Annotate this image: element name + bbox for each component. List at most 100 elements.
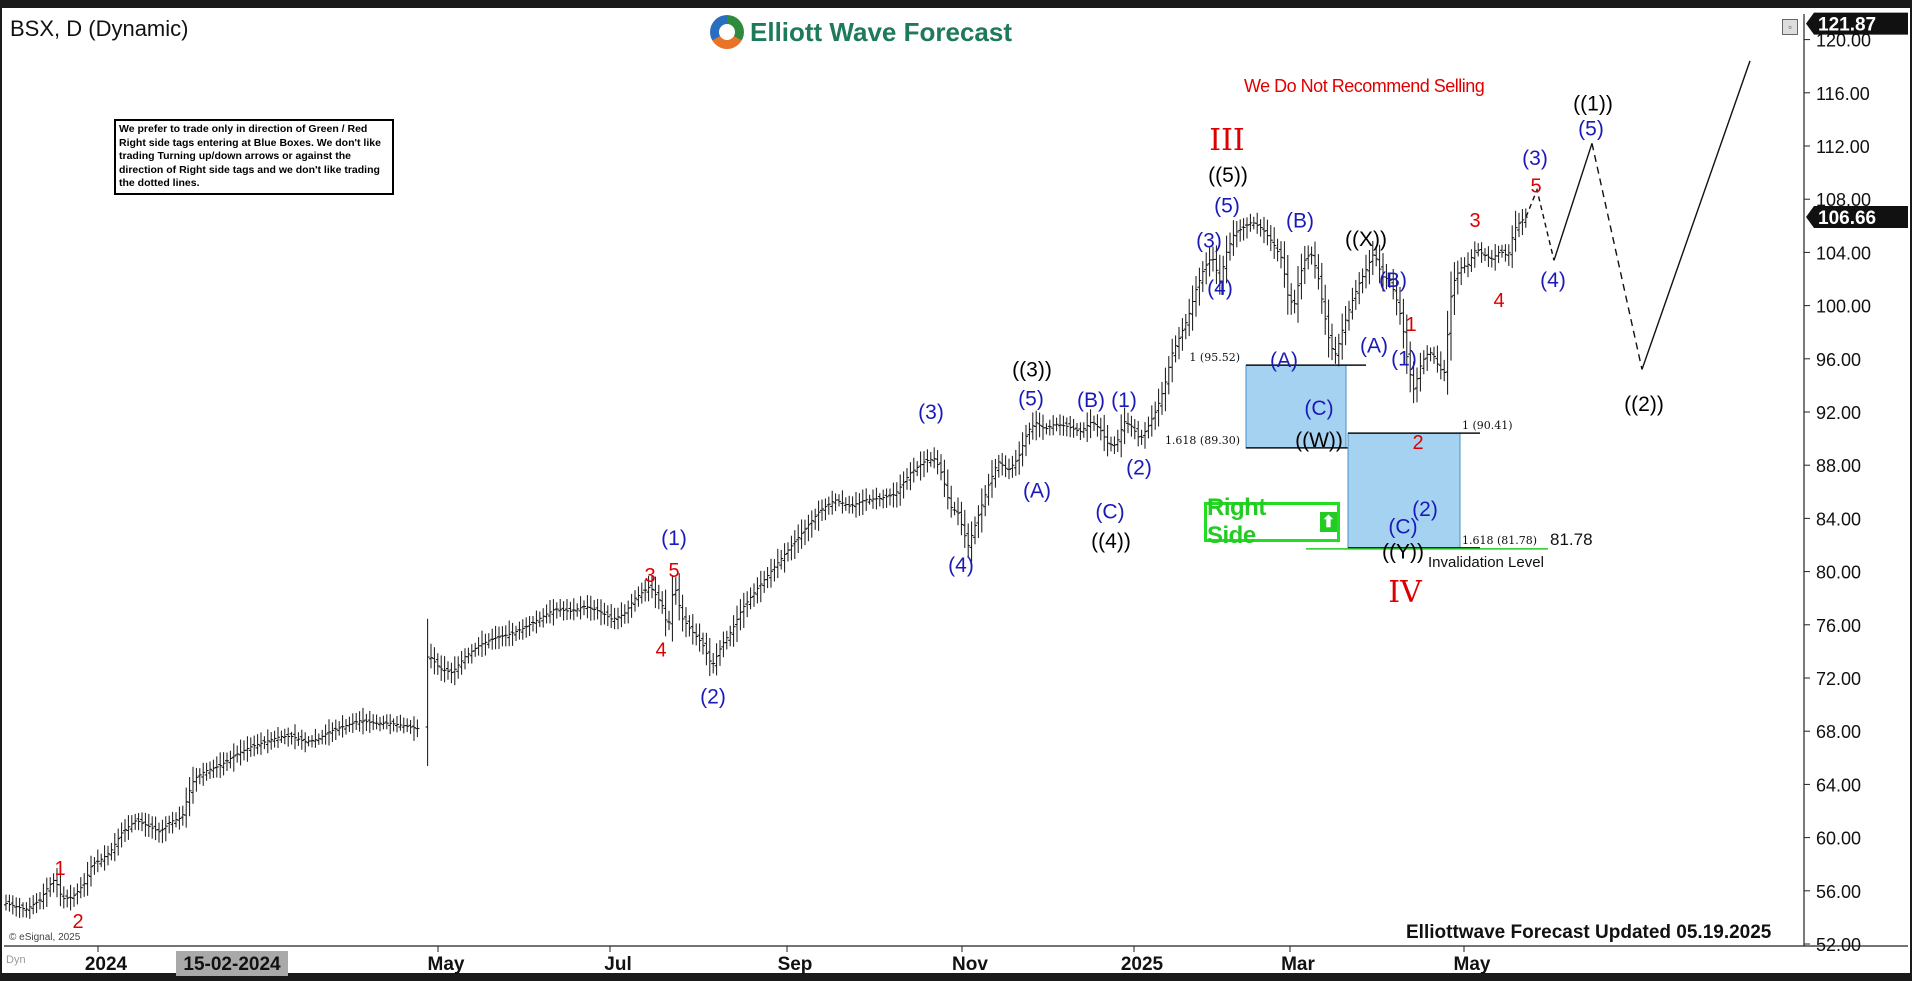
wave-label: (B)	[1286, 209, 1314, 232]
ohlc-bar	[1177, 327, 1181, 360]
ohlc-bar	[976, 505, 981, 538]
ohlc-bar	[211, 759, 216, 779]
ohlc-bar	[877, 493, 882, 507]
ohlc-bar	[1462, 257, 1467, 274]
ohlc-bar	[680, 594, 685, 632]
ohlc-bar	[969, 521, 974, 562]
price-tick-label: 52.00	[1816, 935, 1861, 955]
ohlc-bar	[31, 895, 36, 915]
ohlc-bar	[1034, 410, 1039, 441]
wave-label: (3)	[918, 401, 944, 424]
ohlc-bar	[1500, 244, 1504, 258]
ohlc-bar	[962, 509, 967, 548]
ohlc-bar	[1221, 255, 1226, 295]
ohlc-bar	[1109, 436, 1113, 452]
ohlc-bar	[1231, 220, 1236, 256]
ohlc-bar	[1343, 305, 1348, 346]
ohlc-bar	[153, 816, 158, 841]
trading-rules-note: We prefer to trade only in direction of …	[114, 119, 394, 195]
ohlc-bar	[245, 736, 250, 762]
wave-label: (4)	[1540, 269, 1566, 292]
ohlc-bar	[194, 768, 199, 792]
ohlc-bar	[180, 805, 185, 826]
up-arrow-icon: ⬆	[1319, 512, 1337, 532]
ohlc-bar	[772, 559, 777, 582]
ohlc-bar	[310, 735, 314, 748]
blue-box-2: 1 (90.41) 1.618 (81.78)	[1347, 419, 1537, 549]
ohlc-bar	[1360, 268, 1365, 294]
ohlc-bar	[510, 622, 515, 646]
ohlc-bar	[1493, 244, 1498, 271]
ohlc-bar	[456, 656, 461, 679]
ohlc-bar	[874, 487, 879, 510]
ohlc-bar	[221, 752, 226, 776]
ohlc-bar	[782, 543, 787, 573]
ohlc-bar	[983, 485, 988, 517]
ohlc-bar	[1336, 333, 1341, 367]
price-tick-label: 88.00	[1816, 456, 1861, 476]
ohlc-bar	[1194, 275, 1198, 317]
ohlc-bar	[486, 633, 491, 649]
ohlc-bar	[609, 604, 614, 629]
ohlc-bar	[1092, 415, 1096, 431]
ohlc-bar	[398, 714, 403, 731]
wave-label: ((5))	[1208, 164, 1248, 187]
last-price-tag-bg	[1806, 206, 1908, 229]
time-tick-label: May	[1454, 954, 1491, 975]
ohlc-bar	[925, 449, 930, 473]
ohlc-bar	[860, 489, 865, 515]
ohlc-bar	[1517, 212, 1521, 238]
ohlc-bar	[803, 519, 807, 546]
ohlc-bar	[38, 892, 42, 910]
wave-label: 2	[72, 911, 83, 933]
ohlc-bar	[1272, 227, 1277, 259]
ohlc-bar	[544, 604, 549, 624]
ohlc-bar	[707, 637, 712, 677]
ohlc-bar	[1503, 244, 1508, 262]
ohlc-bar	[1241, 218, 1246, 241]
ohlc-bar	[775, 548, 780, 579]
ohlc-bar	[1421, 350, 1426, 375]
ohlc-bar	[748, 587, 753, 610]
ohlc-bar	[724, 630, 729, 650]
ohlc-bar	[1160, 381, 1164, 415]
invalidation-label: Invalidation Level	[1428, 554, 1544, 571]
ohlc-bar	[1489, 249, 1494, 268]
ohlc-bar	[612, 607, 617, 630]
ohlc-bar	[238, 739, 243, 766]
ohlc-bar	[1302, 245, 1307, 285]
ohlc-bar	[1170, 338, 1175, 383]
ohlc-bar	[327, 719, 331, 746]
ohlc-bar	[463, 648, 467, 670]
ohlc-bar	[986, 473, 991, 506]
ohlc-bar	[656, 584, 661, 610]
price-tick-label: 64.00	[1816, 775, 1861, 795]
ohlc-bar	[1316, 254, 1321, 290]
ohlc-bar	[1496, 245, 1501, 264]
ohlc-bar	[670, 575, 675, 642]
ohlc-bar	[752, 583, 756, 607]
invalidation-value: 81.78	[1550, 530, 1593, 549]
ohlc-bar	[1115, 429, 1120, 453]
ohlc-bar	[259, 732, 263, 755]
ohlc-bar	[92, 857, 97, 875]
ohlc-bar	[867, 494, 872, 505]
ohlc-bar	[500, 626, 505, 647]
ohlc-bar	[1479, 242, 1484, 263]
fib-label-top: 1 (90.41)	[1462, 419, 1513, 432]
wave-label: (2)	[1126, 457, 1152, 480]
invalidation-level: 81.78 Invalidation Level	[1306, 530, 1593, 571]
ohlc-bar	[731, 615, 736, 647]
ohlc-bar	[701, 632, 705, 655]
ohlc-bar	[82, 873, 87, 897]
ohlc-bar	[588, 595, 593, 621]
ohlc-bar	[303, 732, 308, 753]
ohlc-bar	[1228, 232, 1232, 261]
ohlc-bar	[1197, 267, 1202, 306]
ohlc-bar	[616, 607, 620, 630]
ohlc-bar	[109, 842, 114, 861]
maximize-icon[interactable]: ▫	[1782, 19, 1798, 35]
time-tick-label: Jul	[604, 954, 631, 975]
ohlc-bar	[1238, 219, 1243, 242]
